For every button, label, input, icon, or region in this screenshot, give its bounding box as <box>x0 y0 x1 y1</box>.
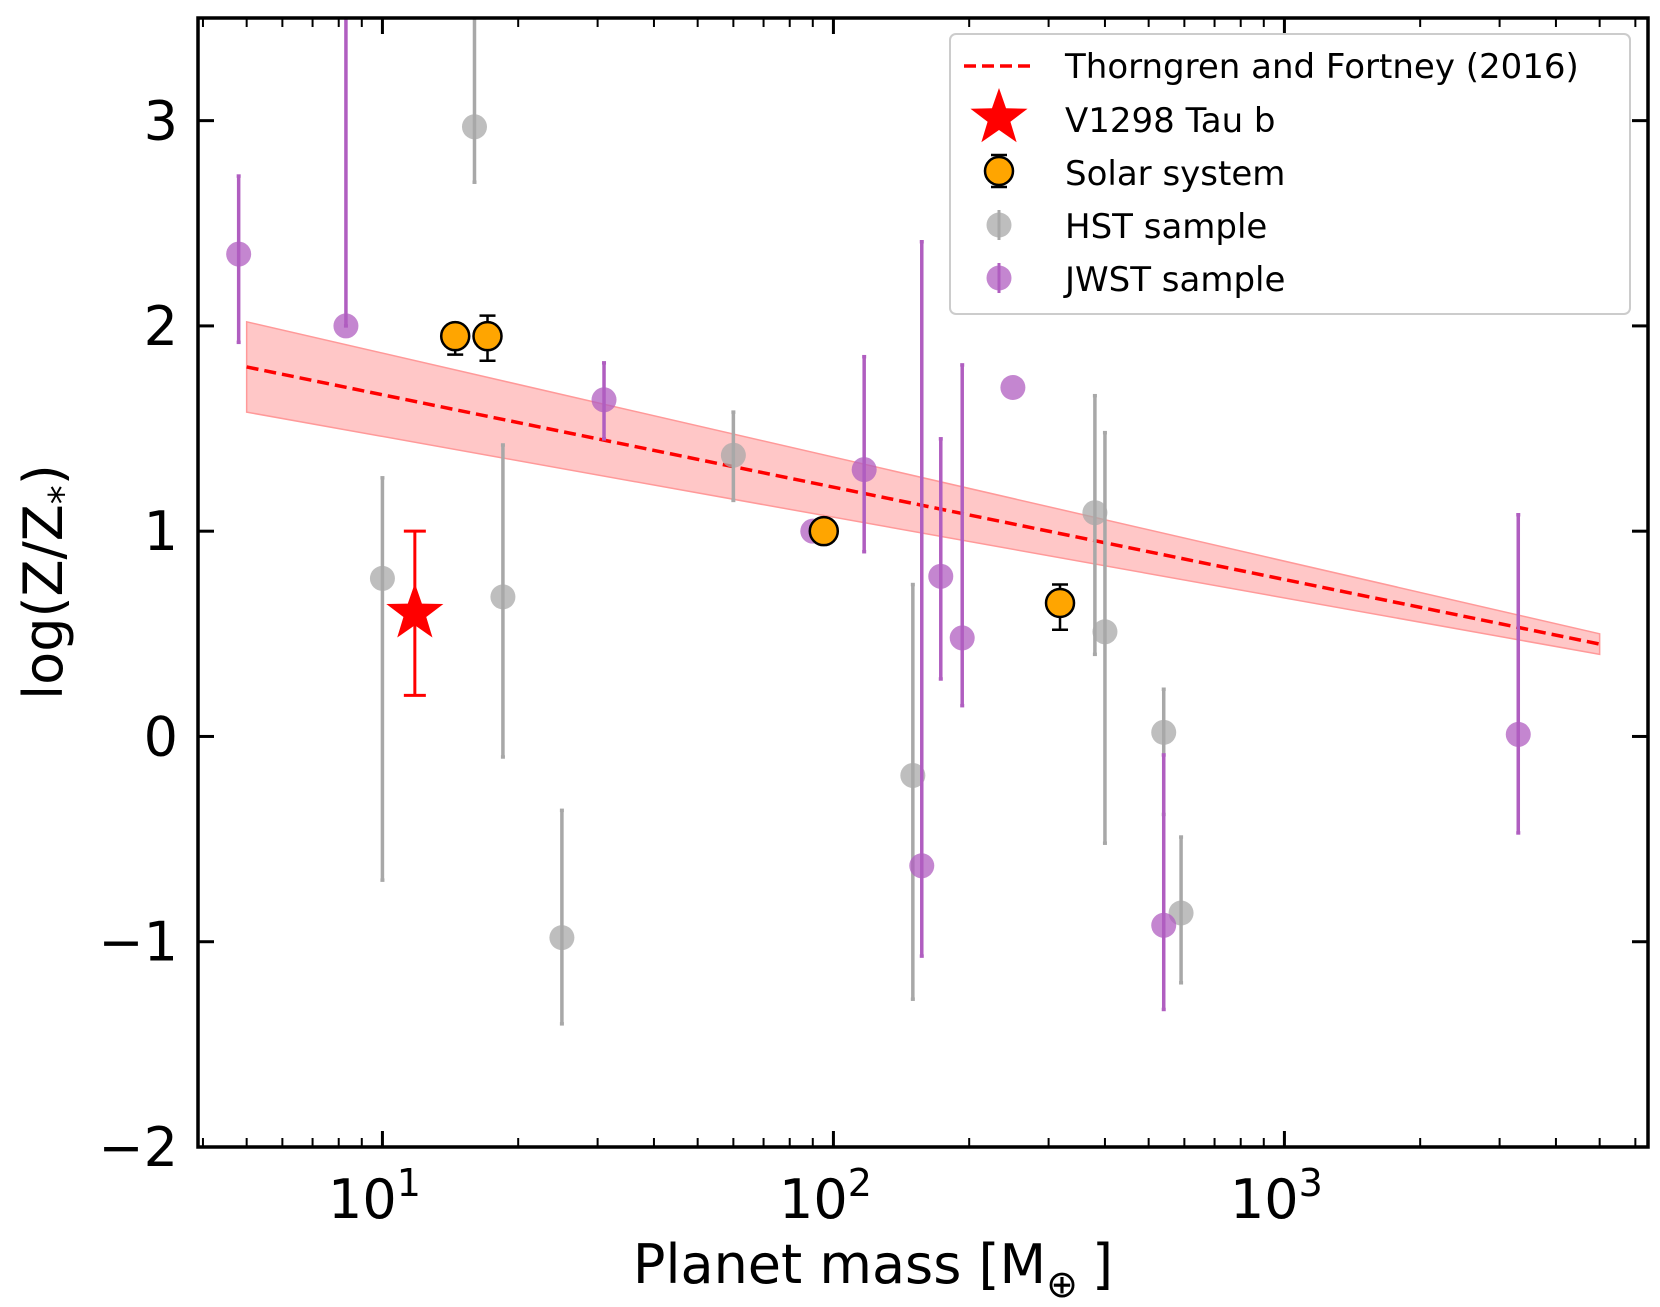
hst-point <box>900 762 926 788</box>
hst-point <box>1168 900 1194 926</box>
legend-solar-swatch <box>983 153 1015 189</box>
hst-point <box>490 584 516 610</box>
x-tick-label: 103 <box>1230 1161 1323 1231</box>
legend-fit-label: Thorngren and Fortney (2016) <box>1064 47 1579 87</box>
legend-star-marker <box>970 88 1028 143</box>
y-axis-label-subscript: * <box>41 485 85 504</box>
jwst-point <box>1000 374 1026 400</box>
y-tick-label: 1 <box>144 500 178 563</box>
legend-hst-marker <box>986 212 1012 238</box>
jwst-point <box>333 313 359 339</box>
legend-jwst-label: JWST sample <box>1063 260 1285 300</box>
legend-hst-swatch <box>986 210 1012 240</box>
hst-point <box>461 114 487 140</box>
solar-series <box>439 314 1076 631</box>
solar-point <box>808 515 840 547</box>
jwst-point <box>591 387 617 413</box>
y-tick-label: −1 <box>98 911 178 974</box>
jwst-point <box>226 241 252 267</box>
legend-solar-label: Solar system <box>1065 154 1285 194</box>
hst-point <box>1151 719 1177 745</box>
star-point <box>386 583 444 638</box>
legend-star-label: V1298 Tau b <box>1065 101 1276 141</box>
y-tick-label: −2 <box>98 1116 178 1179</box>
legend: Thorngren and Fortney (2016) V1298 Tau b… <box>949 33 1631 315</box>
legend-jwst-swatch <box>986 263 1012 293</box>
solar-point <box>439 320 471 352</box>
x-axis-label: Planet mass [M⊕] <box>633 1233 1113 1306</box>
solar-point <box>472 320 503 352</box>
jwst-point <box>909 853 935 879</box>
jwst-point <box>851 457 877 483</box>
hst-point <box>549 925 575 951</box>
jwst-point <box>1505 721 1531 747</box>
y-tick-label: 2 <box>144 295 178 358</box>
legend-box <box>949 33 1631 315</box>
x-tick-label: 102 <box>779 1161 872 1231</box>
y-tick-label: 3 <box>144 90 178 153</box>
star-series <box>386 529 444 697</box>
hst-point <box>1082 500 1108 526</box>
x-tick-label: 101 <box>328 1161 421 1231</box>
solar-point <box>1044 587 1076 619</box>
plot-frame <box>196 16 1650 1149</box>
jwst-series <box>226 18 1531 1012</box>
x-axis-label-subscript: ⊕ <box>1046 1262 1078 1306</box>
y-tick-label: 0 <box>144 705 178 768</box>
jwst-point <box>1151 912 1177 938</box>
hst-point <box>720 442 746 468</box>
jwst-point <box>928 563 954 589</box>
hst-point <box>369 565 395 591</box>
y-axis-label: log(Z/Z*) <box>12 464 85 700</box>
legend-star-swatch <box>970 88 1028 143</box>
legend-jwst-marker <box>986 265 1012 291</box>
hst-point <box>1092 619 1118 645</box>
jwst-point <box>949 625 975 651</box>
legend-hst-label: HST sample <box>1065 207 1267 247</box>
legend-solar-marker <box>983 155 1015 187</box>
